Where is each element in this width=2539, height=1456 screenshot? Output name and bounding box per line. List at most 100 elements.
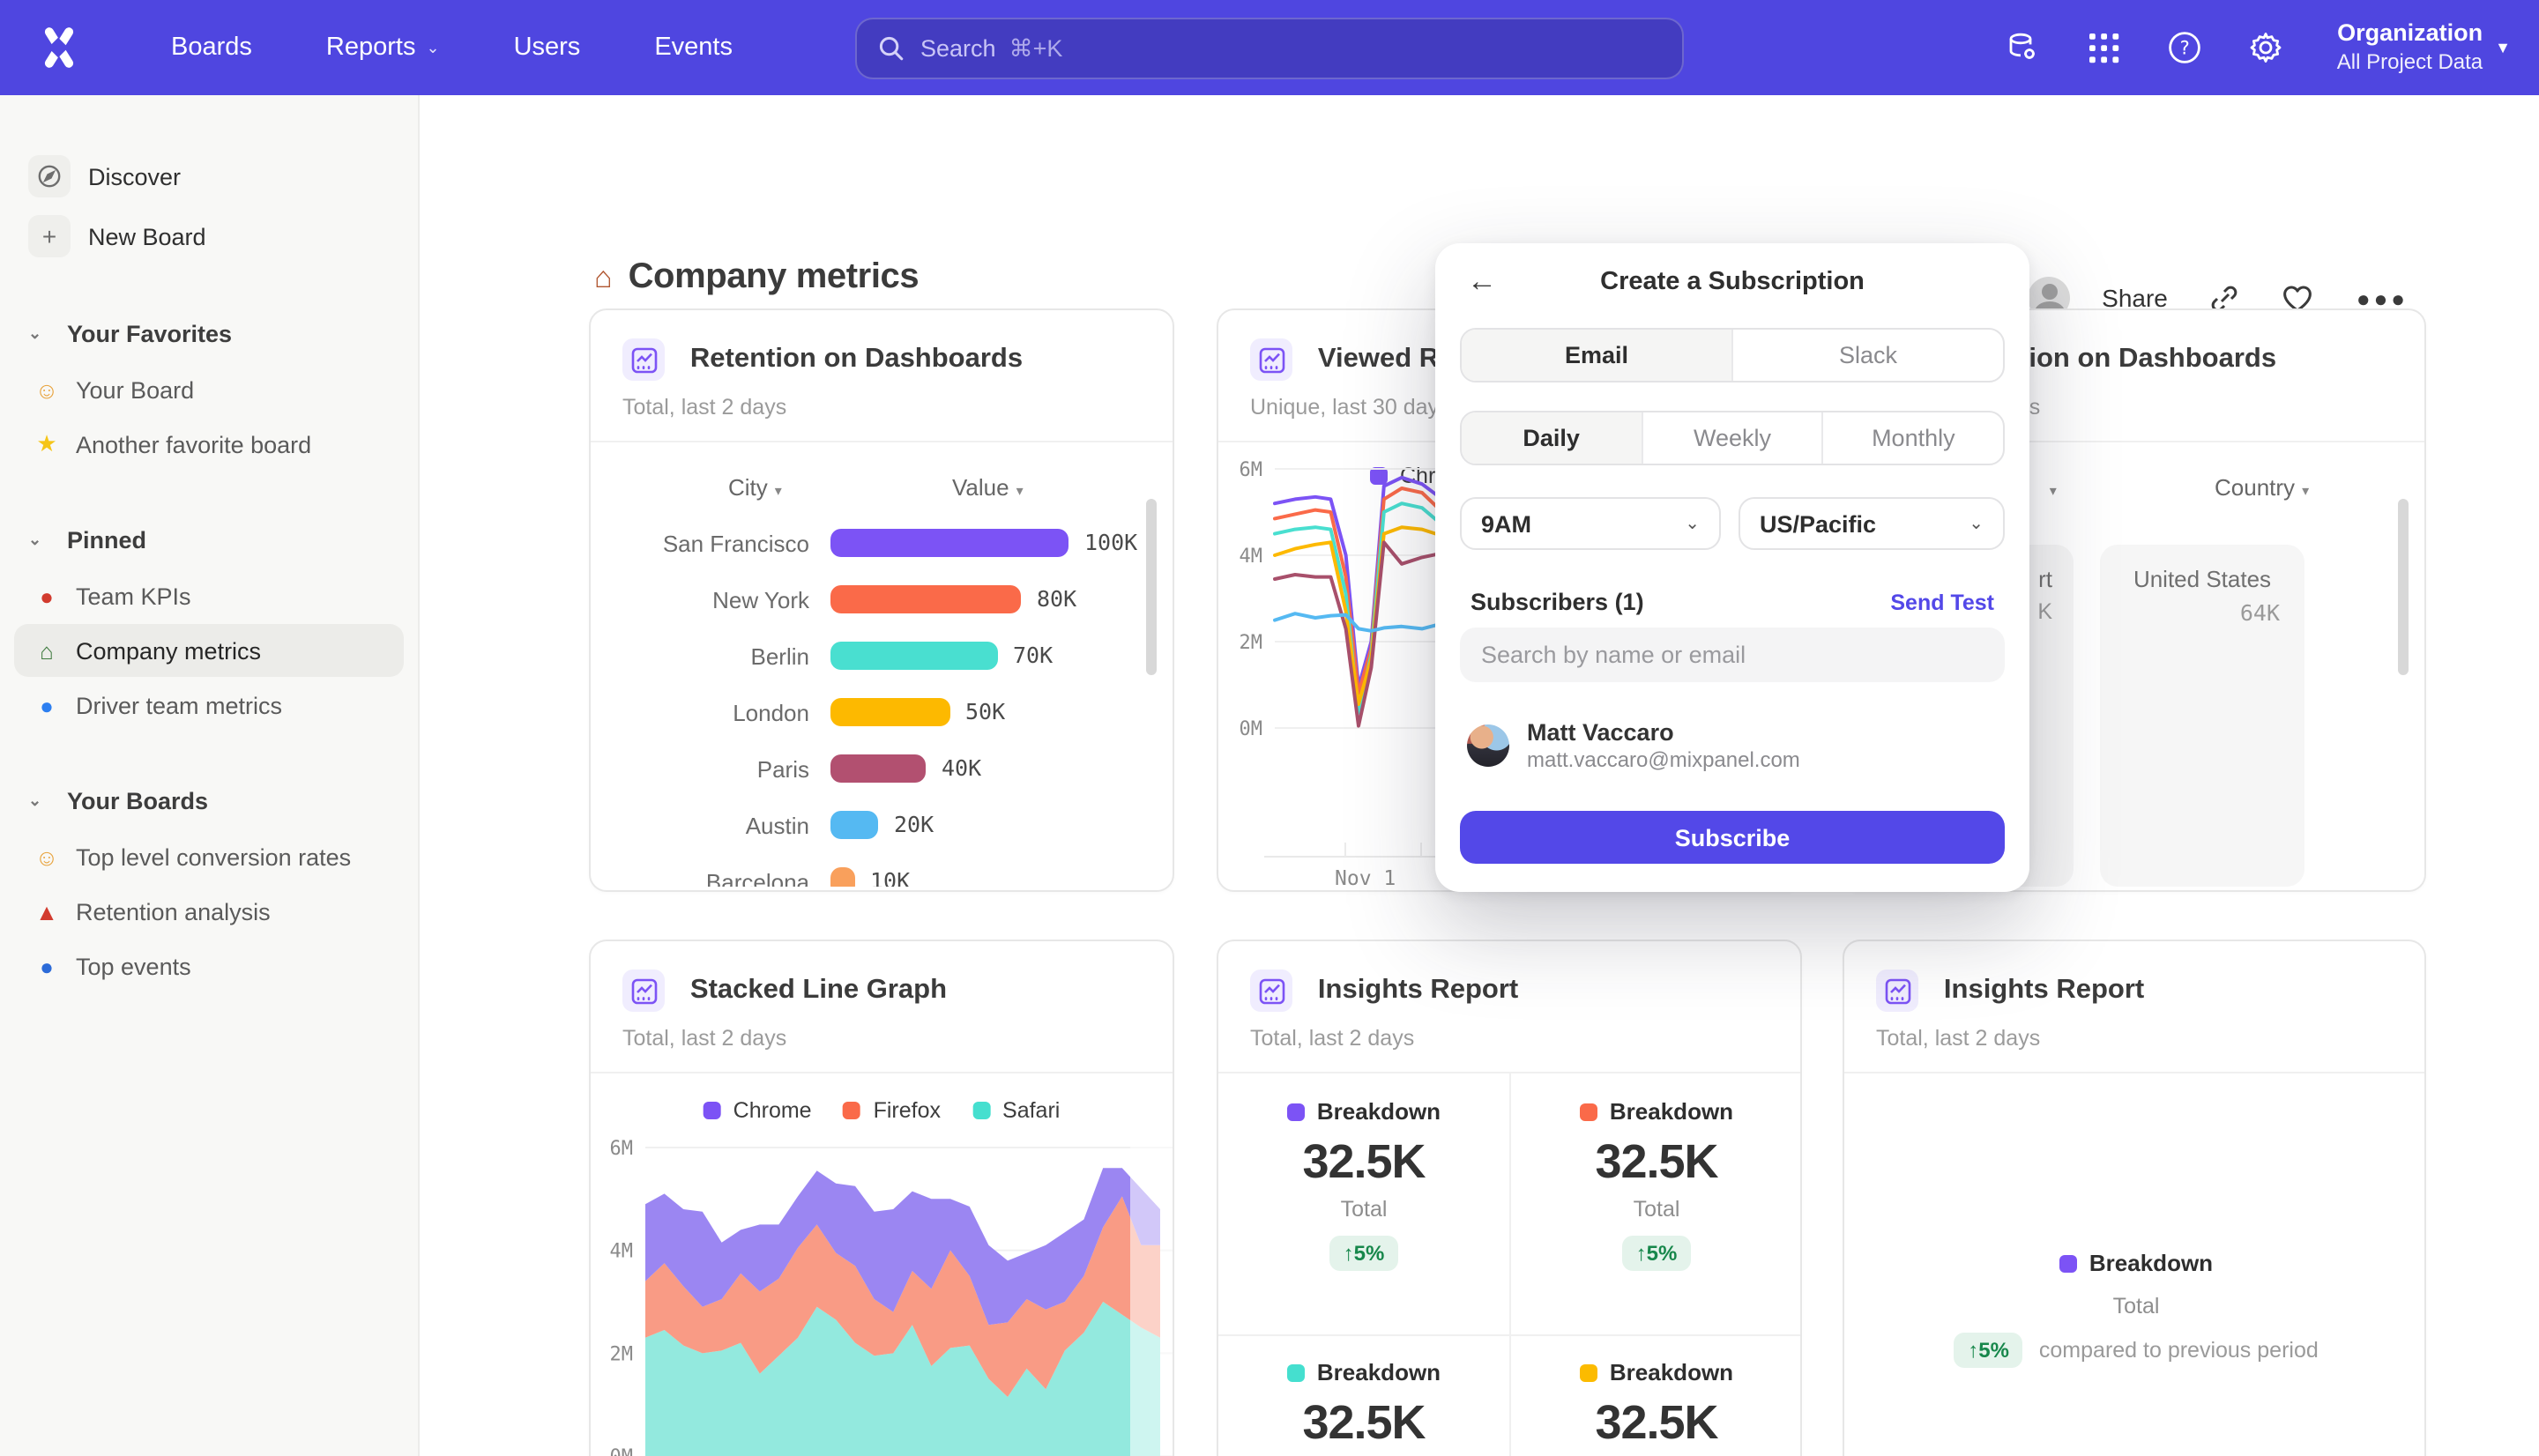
legend-label: Firefox (873, 1098, 942, 1123)
data-management-icon[interactable] (2006, 30, 2041, 65)
nav-item-reports[interactable]: Reports ⌄ (289, 0, 477, 95)
sidebar-item-retention-analysis[interactable]: ▲ Retention analysis (14, 885, 404, 938)
subscriber-email: matt.vaccaro@mixpanel.com (1527, 747, 1800, 772)
compass-icon (28, 155, 71, 197)
table-row[interactable]: Paris 40K (591, 746, 1173, 791)
value-label: 70K (1013, 642, 1054, 668)
mixpanel-logo-icon[interactable] (35, 25, 81, 71)
table-row[interactable]: Barcelona 10K (591, 858, 1173, 887)
org-switcher[interactable]: Organization All Project Data ▼ (2330, 19, 2511, 76)
nav-item-events[interactable]: Events (617, 0, 770, 95)
svg-text:2M: 2M (610, 1343, 634, 1365)
sidebar-item-top-events[interactable]: ● Top events (14, 940, 404, 992)
series-color-swatch (843, 1102, 861, 1119)
svg-text:0M: 0M (1240, 718, 1263, 740)
create-subscription-modal: ← Create a Subscription Email Slack Daily… (1435, 243, 2029, 892)
sidebar-item-new-board[interactable]: + New Board (14, 208, 404, 264)
time-select[interactable]: 9AM ⌄ (1460, 497, 1721, 550)
house-garden-emoji: ⌂ (40, 637, 54, 664)
breakdown-box-united-states[interactable]: United States 64K (2100, 545, 2304, 887)
metric-value: 32.5K (1302, 1135, 1426, 1188)
legend-item-safari[interactable]: Safari (972, 1098, 1060, 1123)
nav-item-users[interactable]: Users (477, 0, 618, 95)
scrollbar[interactable] (2398, 499, 2409, 675)
series-label: Breakdown (1511, 1359, 1800, 1385)
more-options-button[interactable]: ●●● (2356, 285, 2409, 311)
series-color-swatch (1579, 1363, 1597, 1381)
house-garden-emoji: ⌂ (594, 260, 613, 293)
sidebar-item-label: Company metrics (76, 637, 262, 664)
column-header-country[interactable]: Country ▾ (2215, 474, 2310, 501)
sidebar-item-your-board[interactable]: ☺ Your Board (14, 363, 404, 416)
nav-item-boards[interactable]: Boards (134, 0, 289, 95)
table-row[interactable]: San Francisco 100K (591, 520, 1173, 566)
chevron-down-icon: ⌄ (28, 530, 42, 547)
series-color-swatch (1286, 1103, 1305, 1120)
tab-daily[interactable]: Daily (1462, 412, 1642, 464)
sort-caret-icon: ▾ (2302, 483, 2310, 499)
copy-link-icon[interactable] (2210, 283, 2240, 313)
modal-subscribe-button[interactable]: Subscribe (1460, 811, 2005, 864)
subscriber-row[interactable]: Matt Vaccaro matt.vaccaro@mixpanel.com (1467, 719, 1800, 772)
sidebar-item-team-kpis[interactable]: ● Team KPIs (14, 569, 404, 622)
sidebar-section-your-favorites[interactable]: ⌄ Your Favorites (14, 310, 404, 356)
legend-item-chrome[interactable]: Chrome (703, 1098, 812, 1123)
svg-text:0M: 0M (610, 1446, 634, 1456)
share-button[interactable]: Share (2102, 284, 2168, 312)
delta-badge: ↑5% (1329, 1236, 1399, 1271)
tab-weekly[interactable]: Weekly (1641, 412, 1821, 464)
value-bar (830, 754, 926, 783)
search-input[interactable]: Search ⌘+K (855, 18, 1684, 79)
sidebar-item-label: Driver team metrics (76, 692, 283, 718)
back-arrow-icon[interactable]: ← (1467, 264, 1497, 298)
sidebar-section-pinned[interactable]: ⌄ Pinned (14, 516, 404, 562)
modal-title: Create a Subscription (1600, 268, 1865, 296)
table-row[interactable]: New York 80K (591, 576, 1173, 622)
svg-text:6M: 6M (610, 1138, 634, 1160)
help-icon[interactable]: ? (2168, 30, 2203, 65)
table-row[interactable]: Austin 20K (591, 802, 1173, 848)
table-row[interactable]: London 50K (591, 689, 1173, 735)
sidebar-section-title: Your Boards (67, 787, 209, 813)
insight-summary: Breakdown Total ↑5% compared to previous … (1844, 1250, 2424, 1368)
top-nav: Boards Reports ⌄ Users Events Search ⌘+K ? O… (0, 0, 2539, 95)
tab-slack[interactable]: Slack (1731, 330, 2003, 381)
legend-item-firefox[interactable]: Firefox (843, 1098, 942, 1123)
timezone-select[interactable]: US/Pacific ⌄ (1739, 497, 2005, 550)
tab-monthly[interactable]: Monthly (1821, 412, 2003, 464)
sailboat-emoji: ▲ (35, 898, 58, 925)
sidebar-section-title: Pinned (67, 526, 147, 553)
apps-grid-icon[interactable] (2087, 30, 2122, 65)
city-label: New York (712, 586, 809, 613)
column-header-hidden[interactable]: City▾ (2003, 474, 2057, 501)
card-subtitle: Total, last 2 days (622, 1026, 787, 1051)
send-test-link[interactable]: Send Test (1890, 590, 1994, 614)
scrollbar[interactable] (1146, 499, 1157, 675)
metric-total-label: Total (1340, 1197, 1388, 1222)
column-header-value[interactable]: Value ▾ (952, 474, 1024, 501)
sidebar-item-discover[interactable]: Discover (14, 148, 404, 204)
metric-value: 32.5K (1595, 1135, 1718, 1188)
series-label-text: Breakdown (1609, 1098, 1734, 1125)
subscriber-name: Matt Vaccaro (1527, 719, 1674, 746)
sidebar-section-your-boards[interactable]: ⌄ Your Boards (14, 777, 404, 823)
sidebar-item-another-favorite-board[interactable]: ★ Another favorite board (14, 418, 404, 471)
settings-gear-icon[interactable] (2249, 30, 2284, 65)
subscriber-search-input[interactable]: Search by name or email (1460, 628, 2005, 682)
card-insights-report-single: Insights Report Total, last 2 days Break… (1843, 940, 2426, 1456)
column-header-city[interactable]: City ▾ (728, 474, 782, 501)
tab-email[interactable]: Email (1462, 330, 1731, 381)
search-placeholder: Search ⌘+K (920, 34, 1063, 61)
report-chart-icon (1250, 338, 1292, 381)
sort-caret-icon: ▾ (1016, 483, 1024, 499)
sidebar-item-company-metrics[interactable]: ⌂ Company metrics (14, 624, 404, 677)
sidebar-item-top-level-conversion-rates[interactable]: ☺ Top level conversion rates (14, 830, 404, 883)
series-label: Breakdown (1218, 1098, 1509, 1125)
favorite-heart-icon[interactable] (2282, 283, 2314, 313)
star-emoji: ★ (36, 430, 57, 457)
value-bar (830, 811, 878, 839)
sidebar-item-driver-team-metrics[interactable]: ● Driver team metrics (14, 679, 404, 732)
stacked-area-chart[interactable]: 6M 4M 2M 0M (591, 1073, 1173, 1456)
table-row[interactable]: Berlin 70K (591, 633, 1173, 679)
svg-text:?: ? (2179, 38, 2191, 59)
